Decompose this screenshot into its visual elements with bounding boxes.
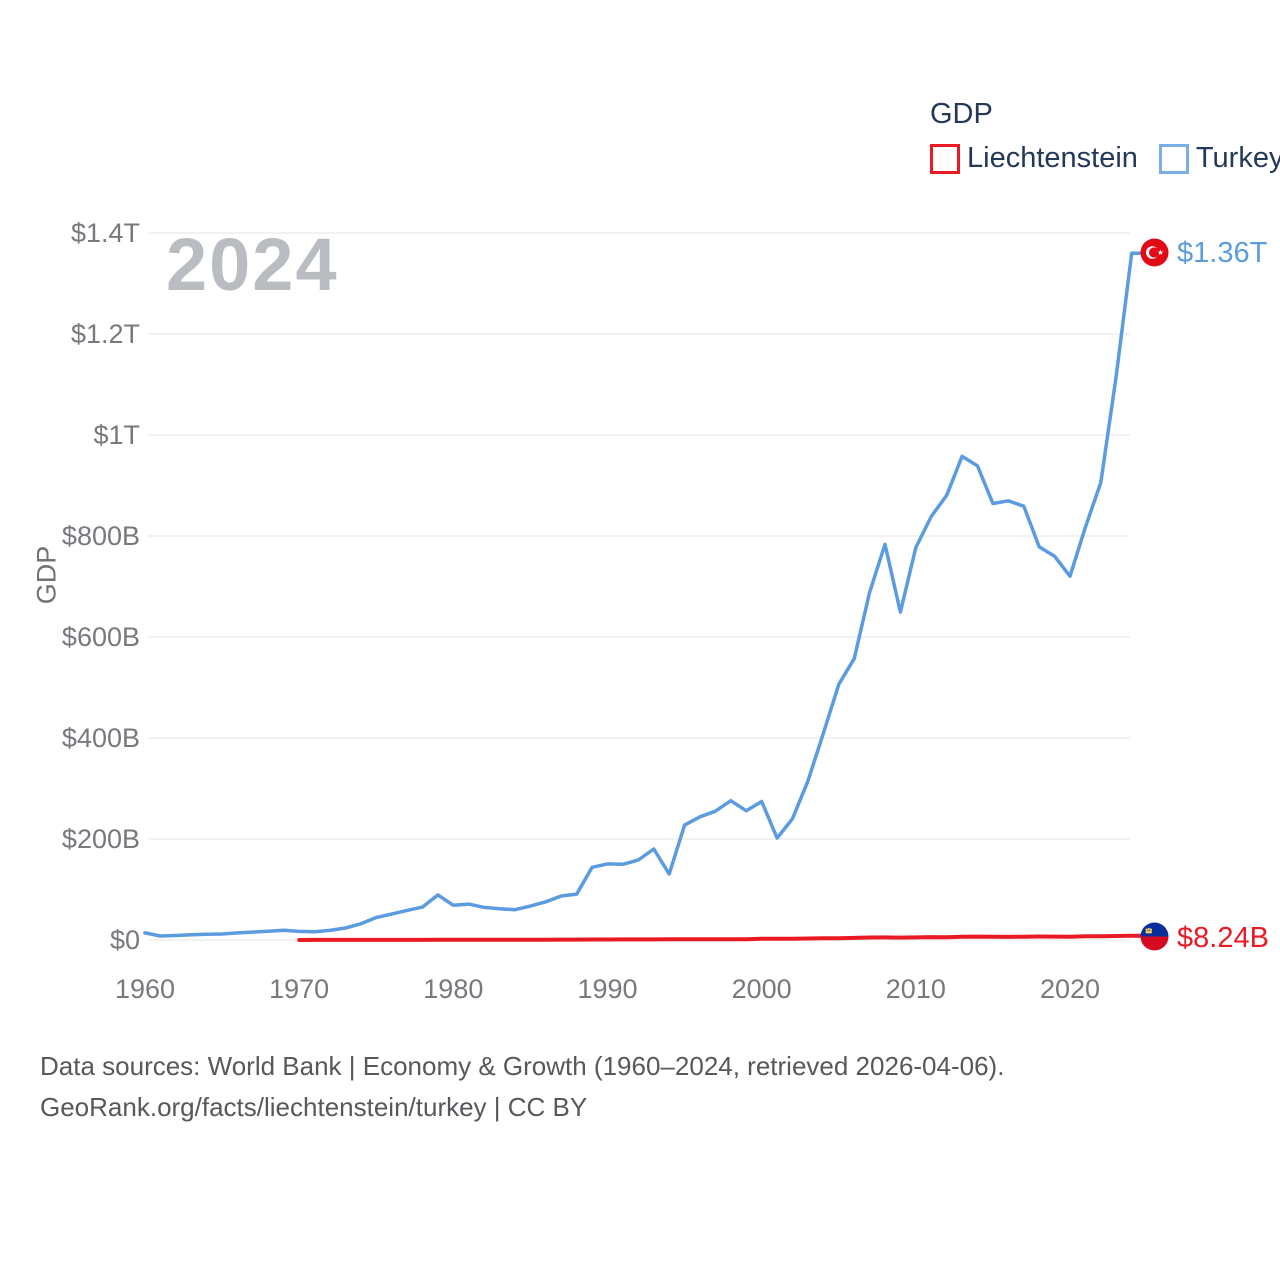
legend-label-turkey: Turkey — [1195, 142, 1280, 174]
y-tick-label: $800B — [62, 521, 140, 551]
y-tick-label: $1T — [93, 420, 140, 450]
y-tick-label: $1.2T — [71, 319, 140, 349]
x-tick-label: 2000 — [732, 974, 792, 1004]
liechtenstein-gdp-line[interactable] — [297, 933, 1143, 942]
source-url-line: GeoRank.org/facts/liechtenstein/turkey |… — [40, 1092, 588, 1122]
turkey-flag-icon[interactable] — [1140, 238, 1169, 267]
y-tick-label: $0 — [110, 925, 140, 955]
data-sources-line: Data sources: World Bank | Economy & Gro… — [40, 1051, 1005, 1081]
x-tick-label: 2010 — [886, 974, 946, 1004]
x-tick-label: 1970 — [269, 974, 329, 1004]
legend: GDP Liechtenstein Turkey — [930, 98, 1280, 175]
x-tick-label: 2020 — [1040, 974, 1100, 1004]
x-tick-label: 1960 — [115, 974, 175, 1004]
liechtenstein-flag-icon[interactable] — [1140, 922, 1169, 951]
y-axis-title: GDP — [31, 545, 62, 605]
y-tick-label: $1.4T — [71, 218, 140, 248]
turkey-swatch-icon — [1158, 143, 1189, 174]
y-tick-label: $600B — [62, 622, 140, 652]
attribution-footer: Data sources: World Bank | Economy & Gro… — [40, 1046, 1004, 1128]
legend-item-liechtenstein[interactable]: Liechtenstein — [930, 142, 1138, 175]
turkey-gdp-line[interactable] — [143, 251, 1143, 938]
legend-item-turkey[interactable]: Turkey — [1158, 142, 1280, 175]
chart-plot-area: $0 $200B $400B $600B $800B $1T $1.2T $1.4T 1960 1… — [62, 218, 1143, 1004]
y-tick-label: $200B — [62, 824, 140, 854]
x-tick-label: 1990 — [577, 974, 637, 1004]
liechtenstein-end-value-label: $8.24B — [1177, 922, 1269, 954]
year-watermark: 2024 — [166, 223, 339, 306]
liechtenstein-swatch-icon — [930, 143, 960, 174]
legend-label-liechtenstein: Liechtenstein — [967, 142, 1138, 174]
y-tick-label: $400B — [62, 723, 140, 753]
legend-title: GDP — [930, 98, 993, 130]
turkey-end-value-label: $1.36T — [1177, 237, 1268, 269]
x-tick-label: 1980 — [423, 974, 483, 1004]
